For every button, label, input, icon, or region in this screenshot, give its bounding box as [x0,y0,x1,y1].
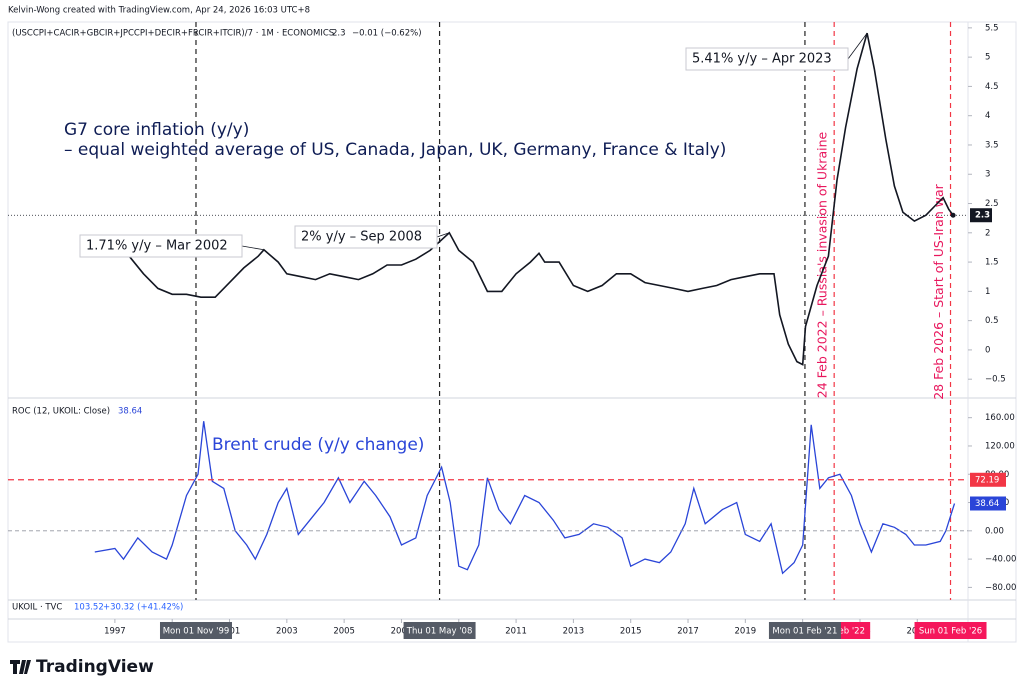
event-note: 24 Feb 2022 – Russia's invasion of Ukrai… [815,131,830,398]
annotation-pointer [436,232,450,238]
y-tick-label: 4 [985,111,990,121]
y-tick-label: 4.5 [985,82,999,92]
x-tick-label: 2013 [563,627,585,637]
last-value-dot [950,212,956,218]
date-label-box [159,622,232,639]
x-tick-label: 2007 [391,627,413,637]
series-line [114,32,954,366]
brand-logo [10,660,31,674]
y-tick-label: 120.00 [985,441,1015,451]
x-tick-label: 2003 [276,627,298,637]
legend-name: (USCCPI+CACIR+GBCIR+JPCCPI+DECIR+FRCIR+I… [12,29,334,39]
date-label-box [914,622,987,639]
title: Brent crude (y/y change) [212,435,424,455]
x-tick-label: 2019 [735,627,757,637]
y-tick-label: 2 [985,228,990,238]
y-tick-label: −0.5 [985,375,1006,385]
subtitle: – equal weighted average of US, Canada, … [64,140,726,160]
date-label: Thu 01 May '08 [406,627,473,637]
last-value-box [970,496,1006,511]
legend-name: ROC (12, UKOIL: Close) [12,407,110,417]
x-tick-label: 2017 [677,627,699,637]
y-tick-label: 5 [985,53,990,63]
threshold-box [970,472,1006,487]
y-tick-label: 2.5 [985,199,999,209]
date-label: Sun 01 Feb '26 [919,627,982,637]
legend-value: 103.52 [74,603,104,613]
y-tick-label: 3.5 [985,140,999,150]
y-tick-label: −80.00 [985,583,1016,593]
legend-change: −0.01 (−0.62%) [352,29,422,39]
date-label: Mon 01 Nov '99 [163,627,230,637]
y-tick-label: 5.5 [985,23,999,33]
y-tick-label: 1.5 [985,258,999,268]
x-tick-label: 2005 [333,627,355,637]
last-value-label: 2.3 [975,211,990,221]
x-tick-label: 2011 [505,627,527,637]
threshold-label: 72.19 [975,475,999,485]
x-tick-label: 2015 [620,627,642,637]
legend-value: 38.64 [118,407,142,417]
y-tick-label: 0 [985,345,990,355]
annotation-box [685,47,849,71]
annotation-box [294,225,438,249]
last-value-box [970,208,992,223]
date-label-box [403,622,476,639]
legend-symbol: UKOIL · TVC [12,603,62,613]
legend-change: +30.32 (+41.42%) [103,603,183,613]
annotation: 2% y/y – Sep 2008 [301,230,422,245]
brand: TradingView [36,657,154,677]
series-line [94,421,956,575]
header: Kelvin-Wong created with TradingView.com… [8,6,310,16]
last-value-label: 38.64 [975,499,999,509]
y-tick-label: 0.00 [985,526,1004,536]
annotation-pointer [241,245,264,251]
y-tick-label: 0.5 [985,316,999,326]
date-label-box [768,622,841,639]
annotation: 1.71% y/y – Mar 2002 [86,239,228,254]
y-tick-label: 1 [985,287,990,297]
annotation-box [79,234,243,258]
y-tick-label: 3 [985,170,990,180]
legend-value: 2.3 [332,29,346,39]
frame [7,21,1017,643]
annotation-pointer [847,32,868,60]
date-label: Mon 01 Feb '21 [772,627,837,637]
event-note: 28 Feb 2026 – Start of US-Iran war [931,183,946,399]
annotation: 5.41% y/y – Apr 2023 [692,52,832,67]
title: G7 core inflation (y/y) [64,120,249,140]
y-tick-label: −40.00 [985,555,1016,565]
y-tick-label: 160.00 [985,413,1015,423]
x-tick-label: 1997 [104,627,126,637]
